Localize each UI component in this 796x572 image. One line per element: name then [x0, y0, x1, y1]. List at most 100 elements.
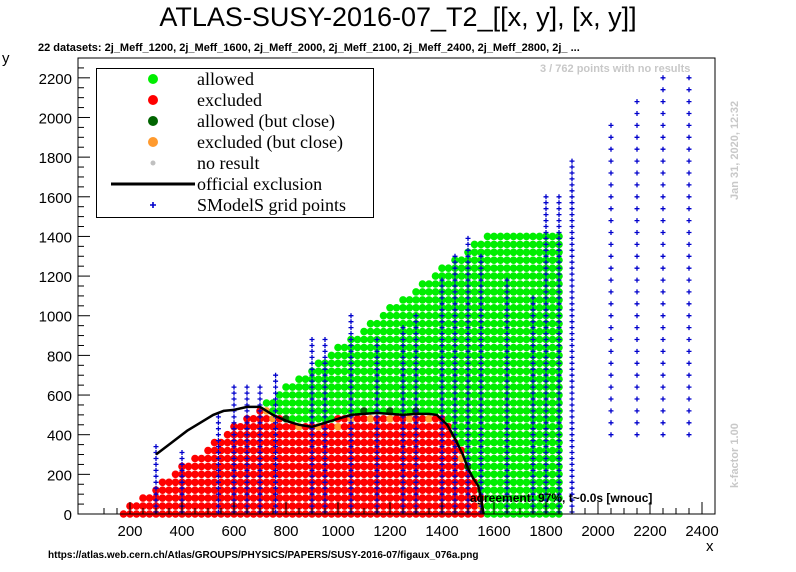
grid-point: [660, 360, 666, 366]
data-point-excluded: [431, 478, 440, 487]
grid-point: [439, 467, 445, 473]
data-point-allowed: [496, 288, 505, 296]
grid-point: [413, 319, 419, 325]
grid-point: [530, 307, 536, 313]
grid-point: [530, 479, 536, 485]
data-point-excluded: [217, 478, 225, 487]
grid-point: [231, 396, 237, 402]
grid-point: [478, 414, 484, 420]
data-point-allowed: [353, 391, 362, 399]
grid-point: [556, 247, 562, 253]
grid-point: [569, 444, 575, 450]
data-point-allowed: [548, 367, 557, 376]
grid-point: [439, 432, 445, 438]
grid-point: [686, 75, 692, 81]
data-point-allowed: [431, 399, 440, 407]
grid-point: [374, 450, 380, 455]
data-point-allowed: [535, 351, 544, 360]
data-point-allowed: [366, 367, 375, 376]
data-point-allowed: [295, 375, 303, 384]
data-point-allowed: [386, 391, 394, 399]
grid-point: [686, 348, 692, 354]
data-point-allowed: [477, 240, 485, 249]
grid-point: [273, 485, 279, 491]
data-point-allowed: [516, 311, 524, 320]
data-point-allowed: [425, 319, 433, 328]
data-point-allowed: [457, 359, 466, 368]
data-point-allowed: [483, 288, 492, 296]
data-point-allowed: [529, 248, 537, 257]
grid-point: [634, 313, 640, 319]
data-point-allowed: [360, 351, 368, 360]
data-point-excluded: [405, 438, 414, 447]
grid-point: [478, 360, 484, 366]
data-point-allowed: [522, 264, 531, 273]
grid-point: [413, 456, 419, 461]
data-point-allowed: [418, 367, 427, 376]
grid-point: [569, 372, 575, 378]
grid-point: [686, 99, 692, 105]
data-point-allowed: [548, 327, 557, 336]
grid-point: [556, 319, 562, 325]
grid-point: [244, 438, 250, 444]
grid-point: [413, 420, 419, 426]
data-point-allowed: [405, 327, 414, 336]
data-point-allowed: [535, 383, 544, 391]
grid-point: [439, 337, 445, 342]
grid-point: [556, 456, 562, 461]
grid-point: [465, 396, 471, 402]
grid-point: [504, 456, 510, 461]
data-point-allowed: [431, 367, 440, 376]
grid-point: [556, 337, 562, 342]
grid-point: [530, 491, 536, 497]
data-point-excluded: [262, 502, 271, 510]
data-point-allowed: [496, 407, 505, 415]
grid-point: [504, 319, 510, 325]
legend-label: allowed: [197, 69, 254, 89]
data-point-allowed: [522, 407, 531, 415]
data-point-excluded: [418, 494, 427, 502]
grid-point: [215, 473, 221, 479]
grid-point: [543, 467, 549, 473]
data-point-allowed: [509, 375, 518, 384]
grid-point: [478, 366, 484, 372]
data-point-allowed: [548, 430, 557, 439]
data-point-allowed: [327, 359, 336, 368]
grid-point: [452, 372, 458, 378]
grid-point: [400, 479, 406, 485]
grid-point: [543, 224, 549, 229]
data-point-allowed: [457, 367, 466, 376]
grid-point: [452, 343, 458, 348]
x-tick-label: 2400: [685, 523, 718, 540]
grid-point: [439, 301, 445, 307]
data-point-allowed: [470, 367, 479, 376]
grid-point: [660, 337, 666, 342]
grid-point: [215, 467, 221, 473]
grid-point: [660, 218, 666, 224]
grid-point: [660, 277, 666, 283]
grid-point: [634, 146, 640, 152]
grid-point: [556, 343, 562, 348]
data-point-allowed: [548, 478, 557, 487]
data-point-allowed: [418, 375, 427, 384]
grid-point: [634, 337, 640, 342]
data-point-allowed: [548, 462, 557, 471]
grid-point: [374, 456, 380, 461]
data-point-excluded: [392, 502, 401, 510]
grid-point: [322, 497, 328, 503]
data-point-excluded: [353, 446, 362, 455]
grid-point: [322, 337, 328, 342]
grid-point: [452, 319, 458, 325]
data-point-allowed: [516, 454, 524, 463]
data-point-excluded: [139, 502, 147, 510]
data-point-allowed: [522, 462, 531, 471]
data-point-allowed: [412, 296, 420, 304]
data-point-excluded: [275, 423, 284, 431]
grid-point: [439, 402, 445, 408]
grid-point: [478, 313, 484, 319]
data-point-excluded: [431, 486, 440, 495]
grid-point: [569, 384, 575, 390]
excluded-marker-icon: [148, 95, 158, 105]
data-point-excluded: [379, 486, 388, 495]
data-point-excluded: [184, 462, 193, 471]
